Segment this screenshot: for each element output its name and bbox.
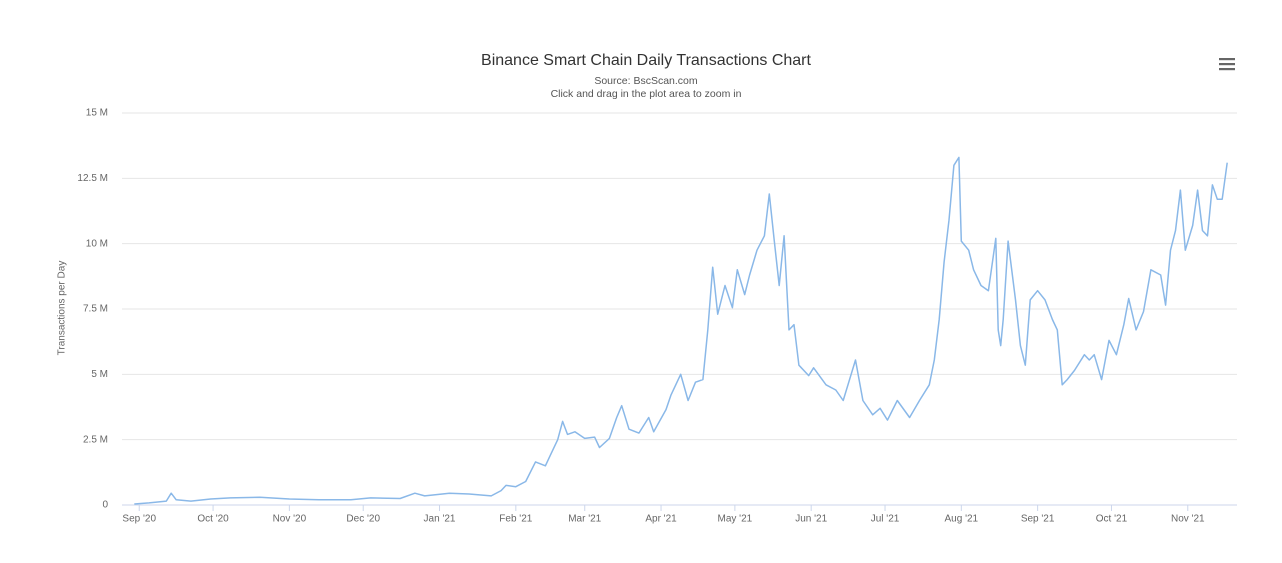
y-tick-label: 2.5 M <box>83 434 108 445</box>
chart-subtitle: Source: BscScan.com <box>594 75 698 87</box>
x-tick-label: Nov '20 <box>273 514 307 525</box>
x-tick-label: Mar '21 <box>568 514 601 525</box>
x-tick-label: Jun '21 <box>795 514 827 525</box>
menu-icon-bar <box>1219 58 1235 61</box>
x-tick-label: Oct '20 <box>197 514 229 525</box>
data-line <box>134 156 1228 505</box>
chart-subtitle: Click and drag in the plot area to zoom … <box>551 88 742 100</box>
x-tick-label: Dec '20 <box>346 514 380 525</box>
x-tick-label: Feb '21 <box>499 514 532 525</box>
chart-title: Binance Smart Chain Daily Transactions C… <box>481 52 811 69</box>
x-tick-label: Sep '21 <box>1021 514 1055 525</box>
x-tick-label: Sep '20 <box>122 514 156 525</box>
y-tick-label: 5 M <box>91 369 108 380</box>
x-tick-label: Apr '21 <box>645 514 677 525</box>
y-tick-label: 12.5 M <box>77 173 108 184</box>
x-tick-label: Aug '21 <box>945 514 979 525</box>
menu-icon-bar <box>1219 68 1235 71</box>
x-tick-label: Jul '21 <box>871 514 900 525</box>
menu-icon-bar <box>1219 63 1235 66</box>
x-tick-label: Jan '21 <box>424 514 456 525</box>
y-axis-label: Transactions per Day <box>57 261 68 356</box>
menu-button[interactable] <box>1216 54 1238 74</box>
y-tick-label: 10 M <box>86 238 108 249</box>
y-tick-label: 0 <box>102 500 108 511</box>
x-tick-label: Oct '21 <box>1096 514 1128 525</box>
y-tick-label: 7.5 M <box>83 304 108 315</box>
x-tick-label: Nov '21 <box>1171 514 1205 525</box>
x-tick-label: May '21 <box>718 514 753 525</box>
y-tick-label: 15 M <box>86 108 108 119</box>
